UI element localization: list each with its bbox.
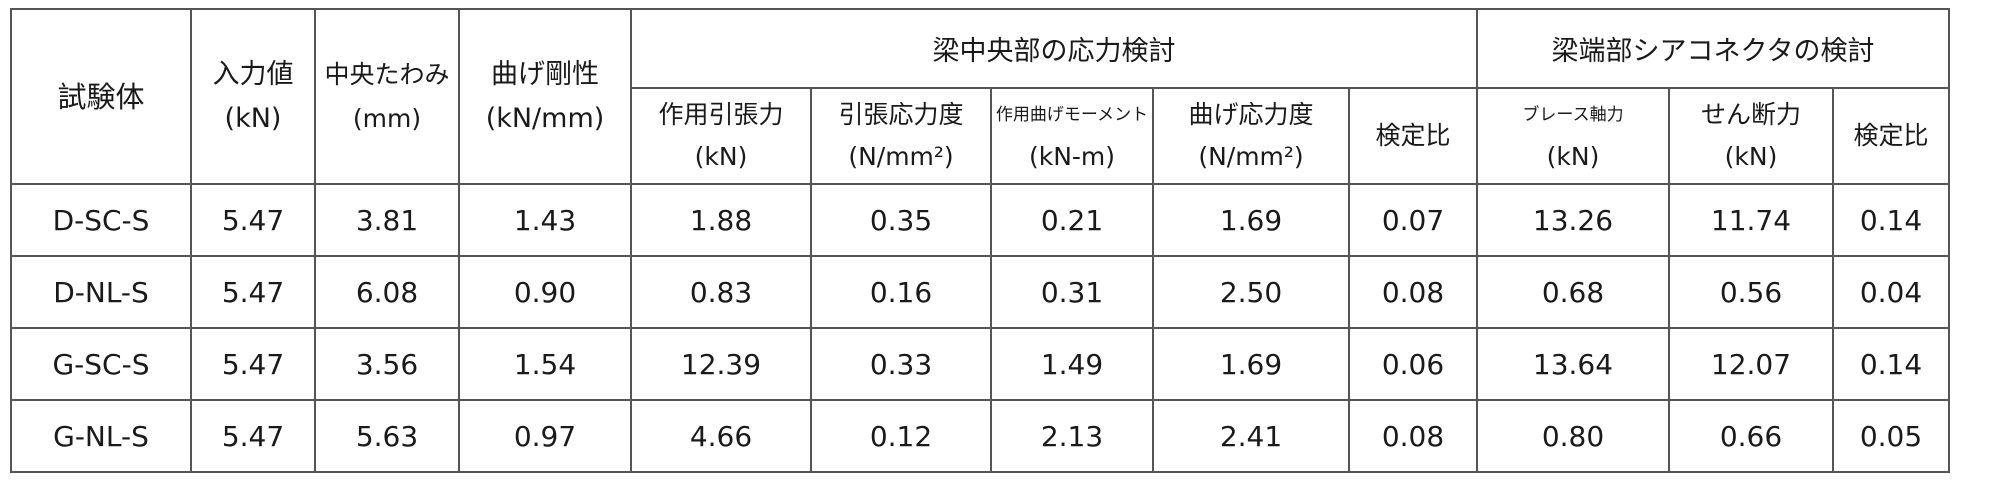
header-stiffness-unit: (kN/mm)	[485, 102, 605, 134]
header-shear-force-unit: (kN)	[1724, 142, 1778, 171]
header-stiffness-label: 曲げ剛性	[491, 58, 599, 90]
header-specimen: 試験体	[10, 8, 192, 185]
cell-value: 2.13	[990, 399, 1154, 473]
cell-specimen: D-NL-S	[10, 255, 192, 329]
header-tensile-force-label: 作用引張力	[658, 100, 784, 129]
header-deflection-unit: (mm)	[352, 103, 422, 133]
cell-value: 6.08	[314, 255, 460, 329]
cell-value: 0.14	[1832, 327, 1950, 401]
cell-value: 0.66	[1668, 399, 1834, 473]
header-check-ratio-center: 検定比	[1348, 87, 1478, 185]
cell-value: 0.83	[630, 255, 812, 329]
cell-value: 0.68	[1476, 255, 1670, 329]
header-bending-stress-label: 曲げ応力度	[1188, 100, 1314, 129]
cell-value: 0.35	[810, 183, 992, 257]
cell-value: 5.47	[190, 327, 316, 401]
cell-value: 4.66	[630, 399, 812, 473]
cell-value: 0.16	[810, 255, 992, 329]
header-input-label: 入力値	[212, 58, 294, 90]
cell-value: 5.47	[190, 183, 316, 257]
cell-value: 13.26	[1476, 183, 1670, 257]
header-check-ratio-end-label: 検定比	[1853, 121, 1929, 150]
cell-value: 2.50	[1152, 255, 1350, 329]
cell-value: 0.12	[810, 399, 992, 473]
cell-value: 2.41	[1152, 399, 1350, 473]
header-input-unit: (kN)	[224, 102, 282, 134]
cell-specimen: G-NL-S	[10, 399, 192, 473]
cell-value: 0.08	[1348, 255, 1478, 329]
cell-value: 0.05	[1832, 399, 1950, 473]
cell-value: 1.54	[458, 327, 632, 401]
cell-value: 0.14	[1832, 183, 1950, 257]
header-tensile-stress: 引張応力度 (N/mm²)	[810, 87, 992, 185]
table-row: G-SC-S 5.47 3.56 1.54 12.39 0.33 1.49 1.…	[10, 327, 1950, 401]
cell-value: 5.47	[190, 255, 316, 329]
cell-value: 3.81	[314, 183, 460, 257]
header-bending-stress: 曲げ応力度 (N/mm²)	[1152, 87, 1350, 185]
cell-value: 0.06	[1348, 327, 1478, 401]
cell-value: 11.74	[1668, 183, 1834, 257]
header-bending-stress-unit: (N/mm²)	[1198, 142, 1304, 171]
header-shear-force-label: せん断力	[1700, 100, 1801, 129]
cell-value: 0.97	[458, 399, 632, 473]
cell-value: 12.39	[630, 327, 812, 401]
group-header-beam-end: 梁端部シアコネクタの検討	[1476, 8, 1950, 89]
cell-value: 12.07	[1668, 327, 1834, 401]
cell-value: 1.49	[990, 327, 1154, 401]
header-specimen-label: 試験体	[57, 79, 145, 114]
header-check-ratio-end: 検定比	[1832, 87, 1950, 185]
header-bending-moment-label: 作用曲げモーメント	[995, 105, 1149, 125]
group-header-beam-center-label: 梁中央部の応力検討	[932, 36, 1176, 67]
cell-value: 0.21	[990, 183, 1154, 257]
cell-value: 1.69	[1152, 183, 1350, 257]
table-row: D-SC-S 5.47 3.81 1.43 1.88 0.35 0.21 1.6…	[10, 183, 1950, 257]
cell-value: 1.69	[1152, 327, 1350, 401]
cell-value: 5.47	[190, 399, 316, 473]
cell-value: 13.64	[1476, 327, 1670, 401]
header-stiffness: 曲げ剛性 (kN/mm)	[458, 8, 632, 185]
group-header-beam-center: 梁中央部の応力検討	[630, 8, 1478, 89]
cell-value: 0.56	[1668, 255, 1834, 329]
cell-value: 0.80	[1476, 399, 1670, 473]
header-shear-force: せん断力 (kN)	[1668, 87, 1834, 185]
cell-value: 0.07	[1348, 183, 1478, 257]
table-row: G-NL-S 5.47 5.63 0.97 4.66 0.12 2.13 2.4…	[10, 399, 1950, 473]
header-brace-axial-force-unit: (kN)	[1546, 142, 1600, 171]
results-table: 試験体 入力値 (kN) 中央たわみ (mm) 曲げ剛性 (kN/mm) 梁中央…	[10, 8, 1950, 473]
cell-specimen: D-SC-S	[10, 183, 192, 257]
header-tensile-stress-unit: (N/mm²)	[848, 142, 954, 171]
cell-value: 5.63	[314, 399, 460, 473]
header-tensile-stress-label: 引張応力度	[838, 100, 964, 129]
header-tensile-force: 作用引張力 (kN)	[630, 87, 812, 185]
header-bending-moment-unit: (kN-m)	[1028, 142, 1116, 171]
header-deflection: 中央たわみ (mm)	[314, 8, 460, 185]
cell-value: 1.43	[458, 183, 632, 257]
cell-value: 0.33	[810, 327, 992, 401]
header-bending-moment: 作用曲げモーメント (kN-m)	[990, 87, 1154, 185]
cell-value: 0.90	[458, 255, 632, 329]
header-brace-axial-force: ブレース軸力 (kN)	[1476, 87, 1670, 185]
cell-value: 0.04	[1832, 255, 1950, 329]
cell-specimen: G-SC-S	[10, 327, 192, 401]
header-check-ratio-center-label: 検定比	[1375, 121, 1451, 150]
header-brace-axial-force-label: ブレース軸力	[1522, 105, 1624, 125]
cell-value: 0.31	[990, 255, 1154, 329]
header-deflection-label: 中央たわみ	[324, 59, 450, 89]
group-header-beam-end-label: 梁端部シアコネクタの検討	[1551, 36, 1875, 67]
header-tensile-force-unit: (kN)	[694, 142, 748, 171]
cell-value: 0.08	[1348, 399, 1478, 473]
table-row: D-NL-S 5.47 6.08 0.90 0.83 0.16 0.31 2.5…	[10, 255, 1950, 329]
header-input: 入力値 (kN)	[190, 8, 316, 185]
cell-value: 3.56	[314, 327, 460, 401]
cell-value: 1.88	[630, 183, 812, 257]
